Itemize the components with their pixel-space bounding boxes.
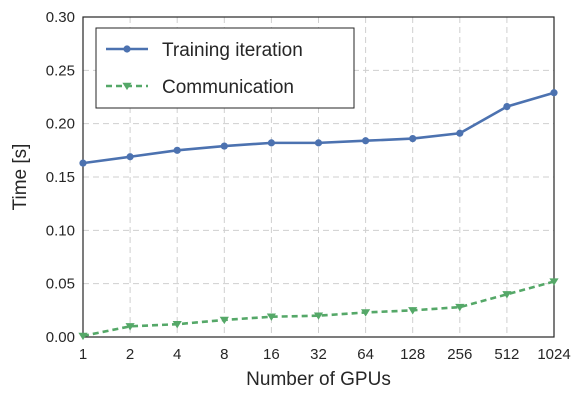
y-axis-title: Time [s] xyxy=(10,144,31,211)
y-axis-ticks: 0.00 0.05 0.10 0.15 0.20 0.25 0.30 xyxy=(46,9,75,346)
data-point-training-iteration xyxy=(550,89,558,97)
x-tick-label: 1 xyxy=(79,346,87,363)
y-tick-label: 0.10 xyxy=(46,222,75,239)
data-point-communication xyxy=(455,303,465,312)
y-tick-label: 0.05 xyxy=(46,276,75,293)
data-point-communication xyxy=(408,307,418,315)
data-point-communication xyxy=(361,309,371,317)
data-point-communication xyxy=(502,291,512,299)
data-point-training-iteration xyxy=(456,129,464,137)
legend-box xyxy=(95,27,355,109)
series-training-iteration xyxy=(79,89,558,167)
data-point-communication xyxy=(266,313,276,321)
series-layer xyxy=(78,89,559,341)
x-tick-label: 64 xyxy=(357,346,374,363)
x-tick-label: 8 xyxy=(220,346,228,363)
legend-marker-training-iteration xyxy=(123,45,131,53)
legend-label-communication: Communication xyxy=(162,77,294,98)
data-point-training-iteration xyxy=(267,139,275,147)
x-tick-label: 16 xyxy=(263,346,280,363)
data-point-communication xyxy=(125,323,135,331)
series-line-communication xyxy=(82,280,555,338)
y-tick-label: 0.30 xyxy=(46,9,75,26)
data-point-training-iteration xyxy=(409,135,417,143)
data-point-training-iteration xyxy=(126,153,134,161)
data-point-communication xyxy=(219,316,229,325)
data-point-training-iteration xyxy=(362,137,370,145)
legend-marker-communication xyxy=(122,82,132,91)
data-point-training-iteration xyxy=(503,103,511,111)
data-point-communication xyxy=(313,312,324,320)
data-point-training-iteration xyxy=(220,142,228,150)
data-point-training-iteration xyxy=(314,139,323,147)
plot-frame xyxy=(82,16,555,338)
data-point-communication xyxy=(78,332,88,341)
y-tick-label: 0.20 xyxy=(46,116,75,133)
x-tick-label: 128 xyxy=(400,346,425,363)
y-tick-label: 0.15 xyxy=(46,169,75,186)
x-tick-label: 4 xyxy=(173,346,181,363)
legend-label-training-iteration: Training iteration xyxy=(162,40,303,61)
data-point-communication xyxy=(172,320,182,329)
x-tick-label: 256 xyxy=(447,346,472,363)
data-point-training-iteration xyxy=(79,159,87,167)
legend: Training iteration Communication xyxy=(95,27,355,109)
x-axis-title: Number of GPUs xyxy=(246,369,391,390)
y-tick-label: 0.00 xyxy=(46,329,75,346)
data-point-communication xyxy=(549,278,559,286)
series-communication xyxy=(78,278,559,341)
x-tick-label: 512 xyxy=(494,346,519,363)
x-tick-label: 2 xyxy=(126,346,134,363)
x-tick-label: 32 xyxy=(310,346,327,363)
x-tick-label: 1024 xyxy=(537,346,570,363)
y-tick-label: 0.25 xyxy=(46,62,75,79)
data-point-training-iteration xyxy=(173,146,181,154)
x-axis-ticks: 1 2 4 8 16 32 64 128 256 512 1024 xyxy=(79,346,571,363)
